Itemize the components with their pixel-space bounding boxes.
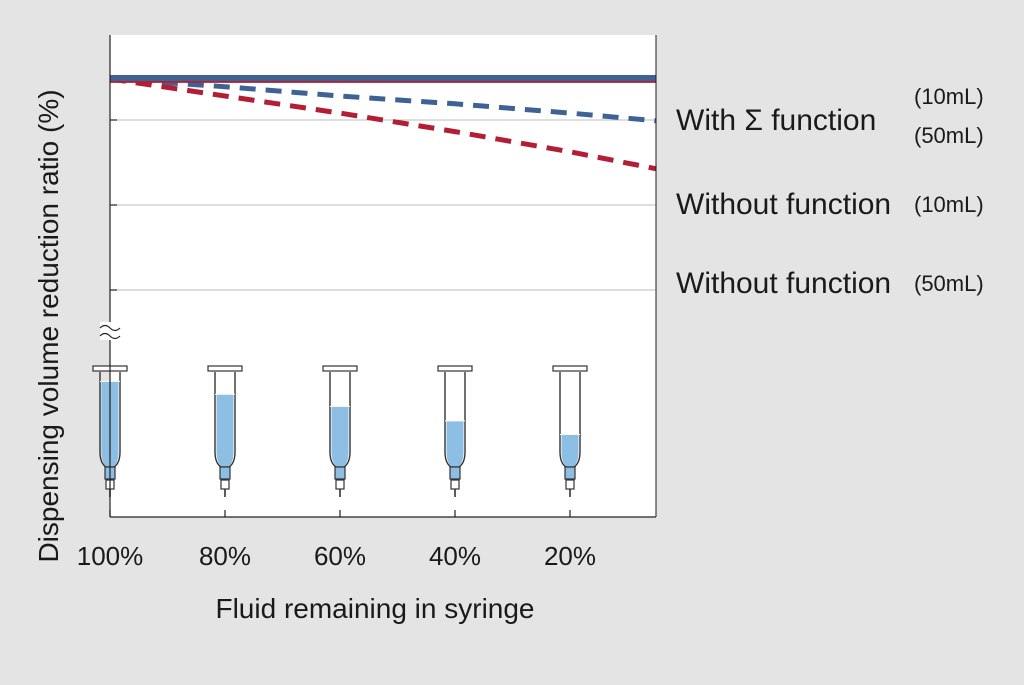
grid-lines — [110, 119, 656, 291]
legend-without-function-10ml-volume: (10mL) — [914, 192, 984, 217]
legend: With Σ function (10mL) (50mL) Without fu… — [676, 84, 984, 300]
axis-break-mark — [99, 322, 122, 340]
series-line-without-function-10ml — [109, 76, 657, 124]
syringe-3 — [322, 365, 358, 497]
series-lines — [109, 75, 657, 172]
syringe-fluid — [446, 420, 464, 466]
legend-with-function-volume-50ml: (50mL) — [914, 123, 984, 148]
legend-with-function-volume-10ml: (10mL) — [914, 84, 984, 109]
syringe-4 — [437, 365, 473, 497]
syringe-5 — [552, 365, 588, 497]
x-tick-label-1: 100% — [77, 541, 144, 571]
legend-without-function-50ml-label: Without function — [676, 267, 891, 300]
syringe-flange — [437, 365, 473, 372]
x-tick-label-2: 80% — [199, 541, 251, 571]
syringe-flange — [322, 365, 358, 372]
syringe-fluid — [216, 394, 234, 466]
syringe-fluid — [561, 434, 579, 466]
syringe-needle-base — [565, 479, 575, 490]
syringe-needle-base — [335, 479, 345, 490]
x-tick-label-5: 20% — [544, 541, 596, 571]
syringe-needle-base — [450, 479, 460, 490]
legend-without-function-10ml-label: Without function — [676, 188, 891, 221]
syringe-hub — [219, 466, 231, 480]
syringe-hub — [449, 466, 461, 480]
syringe-hub — [564, 466, 576, 480]
syringe-fluid — [331, 406, 349, 466]
syringe-2 — [207, 365, 243, 497]
y-axis-label: Dispensing volume reduction ratio (%) — [33, 89, 64, 562]
syringe-flange — [207, 365, 243, 372]
series-line-without-function-50ml — [109, 76, 657, 172]
x-axis-label: Fluid remaining in syringe — [215, 593, 534, 624]
legend-without-function-50ml-volume: (50mL) — [914, 271, 984, 296]
x-tick-label-4: 40% — [429, 541, 481, 571]
syringe-needle-base — [220, 479, 230, 490]
x-tick-label-3: 60% — [314, 541, 366, 571]
legend-with-function-label: With Σ function — [676, 104, 876, 137]
axes — [99, 35, 657, 518]
syringe-flange — [552, 365, 588, 372]
x-tick-labels: 100% 80% 60% 40% 20% — [77, 510, 596, 571]
syringe-hub — [334, 466, 346, 480]
